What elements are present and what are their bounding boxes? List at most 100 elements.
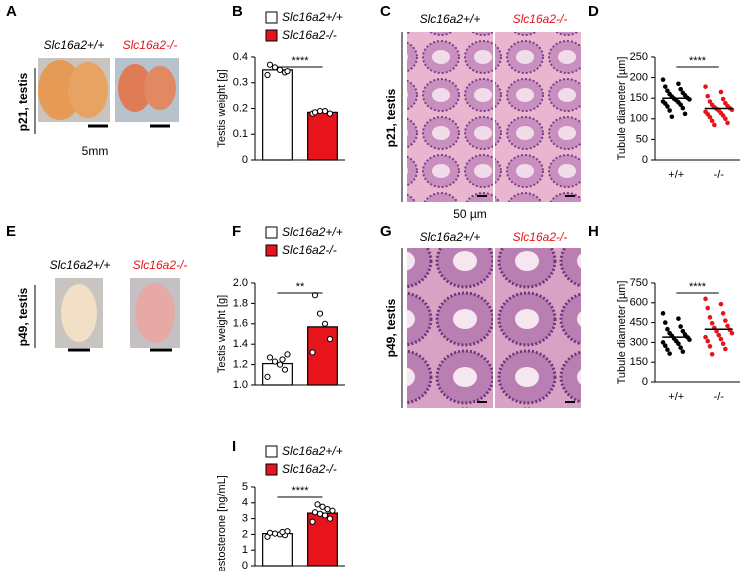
bar [262,69,293,161]
data-point [687,337,692,343]
data-point [321,320,329,327]
y-tick-label: 150 [630,356,648,368]
data-point [279,356,286,363]
legend-swatch [265,11,278,24]
legend-label: Slc16a2-/- [282,243,337,257]
testis [61,284,97,342]
y-tick-label: 300 [630,336,648,348]
bar [307,111,338,161]
y-tick-label: 0.3 [233,77,248,89]
data-point [662,343,668,349]
data-point [720,113,726,118]
legend-label: Slc16a2-/- [282,28,337,42]
data-point [281,366,289,373]
data-point [678,102,683,108]
data-point [716,332,722,338]
data-point [720,341,726,347]
age-label: p49, testis [384,298,398,357]
data-point [321,107,329,115]
data-point [707,114,713,120]
y-tick-label: 600 [630,297,648,309]
y-tick-label: 100 [630,113,648,125]
y-tick-label: 250 [630,51,648,63]
data-point [326,336,334,343]
data-point [324,506,331,513]
data-point [709,118,715,124]
genotype: Slc16a2-/- [123,38,178,52]
data-point [723,346,728,352]
genotype: Slc16a2+/+ [420,230,481,244]
panel-letter: C [380,3,391,20]
histology [407,32,493,202]
data-point [709,351,715,357]
data-point [667,351,672,356]
histology [495,248,581,408]
data-point [660,77,666,82]
data-point [284,528,291,535]
legend-label: Slc16a2-/- [282,462,337,476]
data-point [316,510,324,517]
data-point [680,105,686,111]
significance: **** [291,485,309,497]
data-point [678,86,683,92]
panel-letter: F [232,223,241,240]
age-label: p21, testis [16,72,30,131]
data-point [707,344,713,349]
y-tick-label: 3 [242,513,248,525]
y-tick-label: 2 [242,528,248,540]
significance: **** [689,55,707,67]
testis [144,66,176,110]
data-point [266,354,274,361]
data-point [321,512,329,519]
y-tick-label: 1.2 [233,359,248,371]
y-tick-label: 150 [630,92,648,104]
data-point [266,61,274,68]
legend-swatch [265,29,278,42]
panel-letter: A [6,3,17,20]
data-point [680,328,686,334]
data-point [326,515,334,522]
y-tick-label: 50 [636,133,648,145]
data-point [665,347,670,352]
legend-swatch [265,244,278,257]
y-tick-label: 4 [242,497,248,509]
y-tick-label: 750 [630,277,648,289]
data-point [725,323,730,329]
significance: **** [291,55,309,67]
data-point [676,81,681,87]
y-axis-label: Testis weight [g] [216,295,228,373]
data-point [703,296,708,302]
x-tick-label: +/+ [668,391,684,403]
data-point [271,358,279,365]
data-point [718,89,724,95]
legend-label: Slc16a2+/+ [282,444,343,458]
data-point [720,96,726,102]
testis [68,62,108,118]
y-tick-label: 0 [242,560,248,571]
data-point [665,104,670,109]
data-point [662,84,668,89]
data-point [680,349,686,354]
data-point [676,316,681,321]
y-tick-label: 0.2 [233,102,248,114]
scale-label: 5mm [82,144,109,158]
data-point [316,310,324,317]
y-tick-label: 0 [642,154,648,166]
y-tick-label: 1.6 [233,318,248,330]
significance: ** [296,281,305,293]
legend-swatch [265,226,278,239]
data-point [276,361,284,368]
data-point [660,340,666,345]
testis [135,283,175,343]
data-point [309,349,316,356]
y-tick-label: 0 [242,154,248,166]
y-tick-label: 1.8 [233,297,248,309]
panel-letter: H [588,223,599,240]
data-point [682,111,688,117]
data-point [705,93,711,99]
genotype: Slc16a2+/+ [420,12,481,26]
testis [38,60,82,120]
data-point [729,330,735,336]
y-tick-label: 450 [630,317,648,329]
data-point [669,114,675,120]
